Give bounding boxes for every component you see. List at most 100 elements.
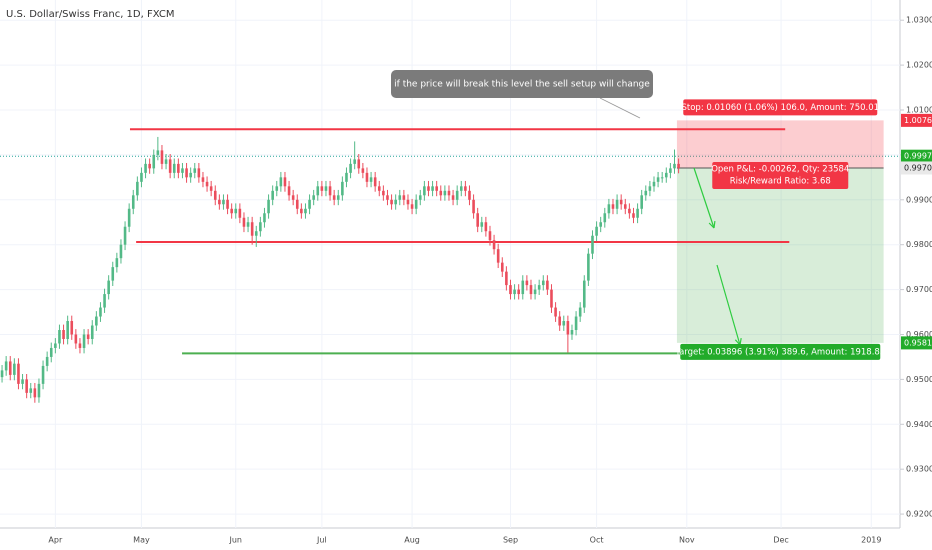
- candle-body: [623, 204, 627, 209]
- candle-body: [443, 190, 447, 196]
- candle-body: [644, 190, 648, 196]
- candle-body: [664, 172, 668, 178]
- candle-body: [238, 208, 242, 218]
- candle-body: [279, 177, 283, 187]
- candle-body: [70, 321, 74, 335]
- candle-body: [336, 195, 340, 200]
- candle-body: [222, 199, 225, 205]
- candle-body: [423, 186, 426, 196]
- grid: [0, 0, 900, 528]
- candle-body: [369, 177, 373, 182]
- pnl-label: Open P&L: -0.00262, Qty: 23584: [711, 164, 849, 174]
- candle-body: [54, 343, 57, 348]
- candle-body: [546, 280, 549, 290]
- arrow: [693, 167, 715, 229]
- candle-body: [509, 285, 512, 295]
- candle-body: [99, 307, 102, 317]
- candle-body: [25, 379, 28, 393]
- candle-body: [431, 186, 434, 191]
- candle-body: [480, 222, 484, 227]
- x-tick-label: 2019: [861, 536, 881, 545]
- x-tick-label: Apr: [48, 536, 63, 545]
- candle-body: [275, 186, 279, 191]
- candle-body: [373, 177, 377, 187]
- pnl-label-box: [712, 161, 849, 189]
- candle-body: [500, 262, 504, 272]
- candle-body: [328, 186, 332, 196]
- candle-body: [382, 190, 385, 196]
- candle-body: [17, 363, 20, 384]
- arrow-head: [713, 220, 716, 229]
- candle-body: [185, 168, 188, 178]
- target-zone: [676, 167, 884, 343]
- candle-body: [435, 186, 438, 191]
- price-tag: [901, 336, 932, 350]
- candle-body: [660, 177, 664, 179]
- candle-body: [414, 199, 418, 209]
- candle-body: [90, 325, 94, 339]
- price-tag-label: 1.00769: [904, 116, 932, 125]
- arrow-head: [708, 222, 715, 229]
- candle-body: [304, 208, 307, 214]
- candle-body: [377, 186, 381, 191]
- candle-body: [136, 181, 139, 196]
- stop-label: Stop: 0.01060 (1.06%) 106.0, Amount: 750…: [682, 103, 880, 113]
- candle-body: [66, 321, 69, 339]
- candle-body: [123, 226, 127, 245]
- candle-body: [628, 208, 631, 214]
- candle-body: [496, 249, 500, 263]
- callout-text: if the price will break this level the s…: [394, 80, 650, 90]
- candle-body: [521, 280, 525, 295]
- candle-body: [492, 240, 496, 250]
- candle-body: [62, 330, 65, 339]
- candle-body: [402, 195, 406, 200]
- candle-body: [131, 195, 135, 209]
- candle-body: [283, 177, 287, 187]
- candle-body: [669, 168, 672, 173]
- candle-body: [148, 163, 151, 169]
- price-tag: [901, 161, 932, 175]
- candle-body: [619, 199, 623, 205]
- candle-body: [418, 195, 422, 200]
- candle-body: [177, 163, 180, 173]
- candle-body: [324, 186, 328, 191]
- candle-body: [267, 199, 270, 214]
- candle-body: [127, 208, 131, 227]
- candle-body: [406, 199, 410, 205]
- candle-body: [439, 190, 443, 196]
- candle-body: [168, 159, 172, 173]
- candle-body: [587, 253, 590, 281]
- candle-body: [271, 190, 274, 200]
- candle-body: [115, 258, 119, 268]
- x-tick-label: Jun: [229, 536, 243, 545]
- candle-body: [554, 307, 557, 317]
- candle-body: [95, 316, 98, 326]
- candle-body: [152, 154, 156, 169]
- y-tick-label: 0.99000: [906, 195, 932, 204]
- candle-body: [213, 190, 217, 200]
- candle-body: [525, 280, 529, 286]
- candle-body: [386, 195, 389, 200]
- candle-body: [193, 168, 197, 173]
- candle-body: [353, 159, 356, 164]
- candle-body: [49, 347, 53, 357]
- arrow: [716, 264, 741, 346]
- candle-body: [218, 199, 221, 205]
- candle-body: [455, 190, 459, 200]
- candle-body: [636, 208, 639, 218]
- candle-body: [8, 361, 12, 375]
- candle-body: [287, 186, 291, 196]
- candle-body: [103, 294, 106, 308]
- candle-body: [652, 181, 656, 187]
- candle-body: [41, 365, 45, 384]
- price-tag-label: 0.95813: [904, 338, 932, 347]
- candle-body: [308, 199, 311, 209]
- x-tick-label: Jul: [316, 536, 327, 545]
- x-tick-label: Dec: [773, 536, 788, 545]
- candle-body: [226, 199, 229, 209]
- candle-body: [468, 190, 471, 200]
